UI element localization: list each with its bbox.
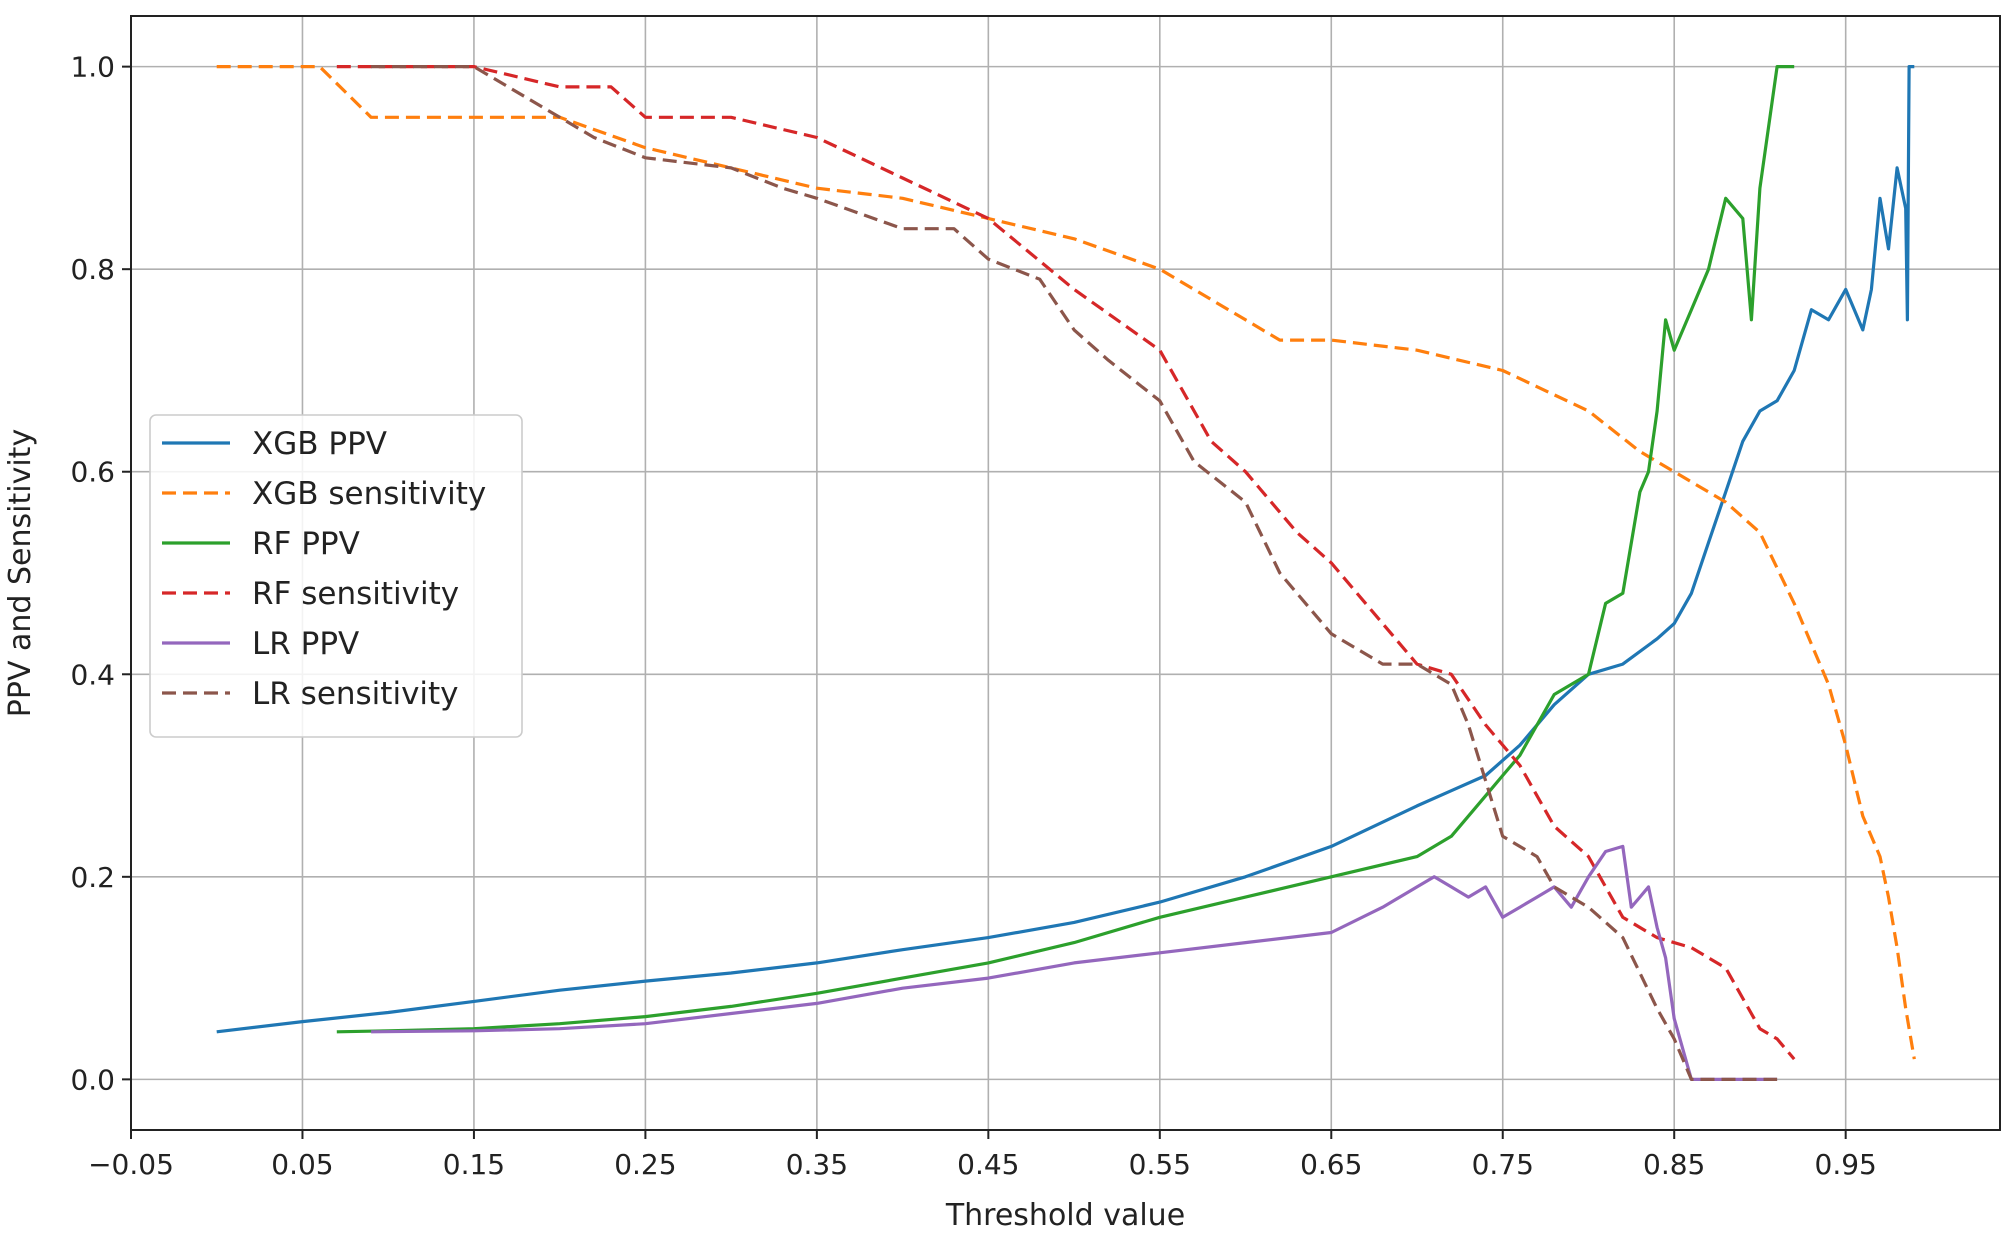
legend-entry-label: XGB sensitivity bbox=[252, 476, 486, 512]
y-tick-label: 0.2 bbox=[70, 861, 115, 894]
x-tick-label: 0.55 bbox=[1129, 1148, 1191, 1181]
series-line-rf-ppv bbox=[336, 65, 1795, 1034]
y-tick-label: 0.6 bbox=[70, 456, 115, 489]
x-tick-label: 0.15 bbox=[443, 1148, 505, 1181]
x-tick-label: −0.05 bbox=[88, 1148, 174, 1181]
x-tick-label: 0.75 bbox=[1472, 1148, 1534, 1181]
series-line-xgb-ppv bbox=[216, 65, 1915, 1034]
legend-entry-label: LR PPV bbox=[252, 626, 359, 662]
y-tick-label: 0.8 bbox=[70, 253, 115, 286]
x-tick-label: 0.25 bbox=[614, 1148, 676, 1181]
series-line-lr-sensitivity bbox=[371, 65, 1778, 1081]
y-tick-label: 0.4 bbox=[70, 658, 115, 691]
legend-entry-label: LR sensitivity bbox=[252, 676, 459, 712]
legend-entry-label: XGB PPV bbox=[252, 426, 387, 462]
y-tick-label: 0.0 bbox=[70, 1063, 115, 1096]
legend: XGB PPV XGB sensitivity RF PPV RF sensitivi… bbox=[149, 414, 523, 738]
series-line-lr-ppv bbox=[371, 844, 1778, 1081]
legend-entry-label: RF PPV bbox=[252, 526, 360, 562]
x-tick-label: 0.45 bbox=[957, 1148, 1019, 1181]
plot-frame bbox=[130, 15, 2001, 1131]
x-tick-label: 0.05 bbox=[271, 1148, 333, 1181]
x-axis-label: Threshold value bbox=[945, 1198, 1185, 1233]
ticks: −0.05 0.05 0.15 0.25 0.35 0.45 0.55 0.65 0.75 0.8… bbox=[70, 51, 1876, 1181]
series-line-rf-sensitivity bbox=[336, 65, 1796, 1061]
x-tick-label: 0.95 bbox=[1815, 1148, 1877, 1181]
x-tick-label: 0.35 bbox=[786, 1148, 848, 1181]
x-tick-label: 0.65 bbox=[1300, 1148, 1362, 1181]
grid bbox=[130, 16, 2000, 1130]
x-tick-label: 0.85 bbox=[1643, 1148, 1705, 1181]
y-axis-label: PPV and Sensitivity bbox=[3, 429, 38, 717]
series-line-xgb-sensitivity bbox=[216, 65, 1916, 1060]
legend-box bbox=[149, 414, 523, 738]
series-layer bbox=[216, 65, 1916, 1081]
y-tick-label: 1.0 bbox=[70, 51, 115, 84]
legend-entry-label: RF sensitivity bbox=[252, 576, 459, 612]
